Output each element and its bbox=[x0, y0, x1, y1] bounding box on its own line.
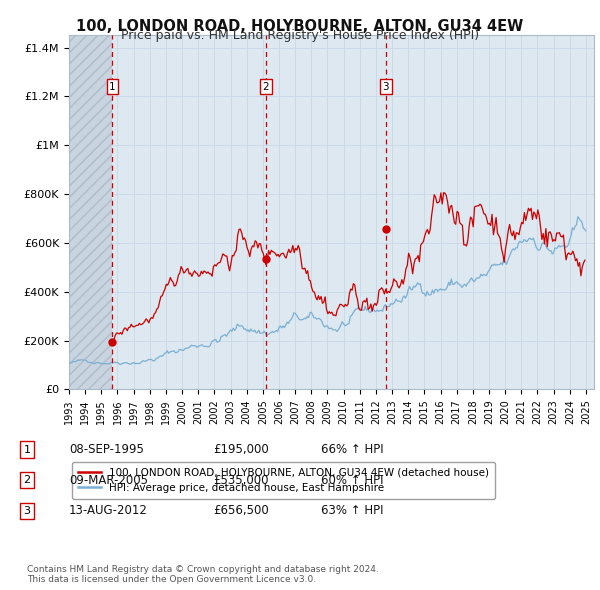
Text: £656,500: £656,500 bbox=[213, 504, 269, 517]
Legend: 100, LONDON ROAD, HOLYBOURNE, ALTON, GU34 4EW (detached house), HPI: Average pri: 100, LONDON ROAD, HOLYBOURNE, ALTON, GU3… bbox=[71, 461, 496, 499]
Text: 2: 2 bbox=[23, 476, 31, 485]
Text: 3: 3 bbox=[23, 506, 31, 516]
Text: £535,000: £535,000 bbox=[213, 474, 269, 487]
Text: 13-AUG-2012: 13-AUG-2012 bbox=[69, 504, 148, 517]
Text: £195,000: £195,000 bbox=[213, 443, 269, 456]
Text: 60% ↑ HPI: 60% ↑ HPI bbox=[321, 474, 383, 487]
Text: 08-SEP-1995: 08-SEP-1995 bbox=[69, 443, 144, 456]
Bar bbox=[69, 35, 112, 389]
Text: 3: 3 bbox=[383, 82, 389, 91]
Text: Contains HM Land Registry data © Crown copyright and database right 2024.
This d: Contains HM Land Registry data © Crown c… bbox=[27, 565, 379, 584]
Text: 09-MAR-2005: 09-MAR-2005 bbox=[69, 474, 148, 487]
Text: Price paid vs. HM Land Registry's House Price Index (HPI): Price paid vs. HM Land Registry's House … bbox=[121, 30, 479, 42]
Text: 66% ↑ HPI: 66% ↑ HPI bbox=[321, 443, 383, 456]
Text: 1: 1 bbox=[109, 82, 116, 91]
Text: 2: 2 bbox=[263, 82, 269, 91]
Text: 100, LONDON ROAD, HOLYBOURNE, ALTON, GU34 4EW: 100, LONDON ROAD, HOLYBOURNE, ALTON, GU3… bbox=[76, 19, 524, 34]
Text: 1: 1 bbox=[23, 445, 31, 454]
Text: 63% ↑ HPI: 63% ↑ HPI bbox=[321, 504, 383, 517]
